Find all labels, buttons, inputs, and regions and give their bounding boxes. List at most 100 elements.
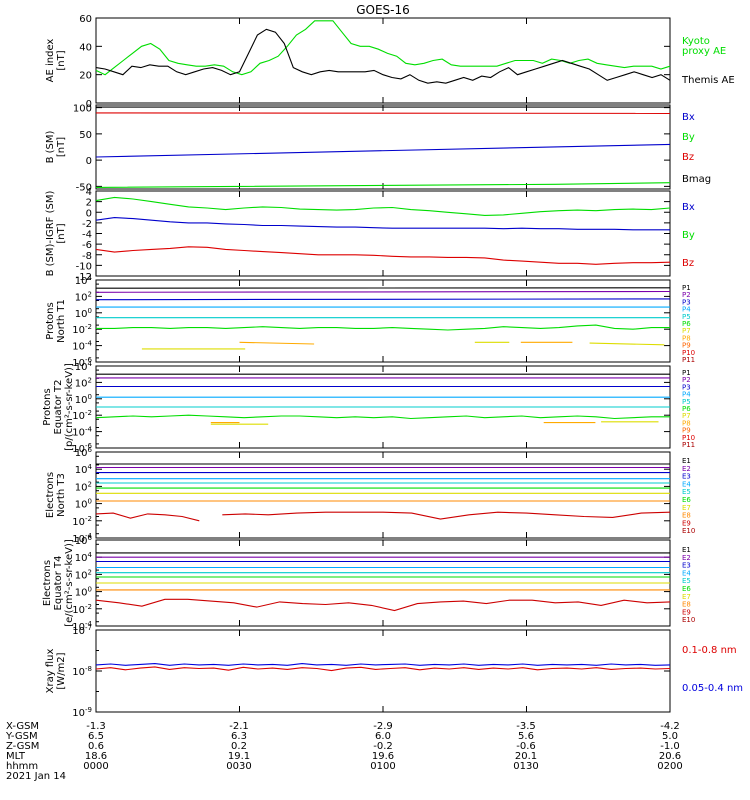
legend-entry: Themis AE [681, 75, 735, 86]
y-axis-title: [p/(cm²-s-sr-keV)] [64, 363, 75, 451]
series-line-0-1-0-8-nm [95, 666, 671, 672]
y-axis-title: [nT] [56, 137, 67, 157]
legend-entry: P9 [682, 342, 691, 350]
series-line-p3 [95, 298, 671, 301]
y-tick-base: 10 [72, 708, 85, 719]
ephemeris-row-label: MLT [6, 751, 26, 762]
y-axis-title: Equator T4 [53, 556, 64, 611]
legend-entry: P3 [682, 298, 691, 306]
y-tick-exponent: -4 [85, 426, 93, 434]
y-tick-base: 10 [75, 588, 88, 599]
legend-entry: P10 [682, 434, 695, 442]
y-tick-exponent: -7 [85, 624, 92, 632]
legend-entry: P10 [682, 349, 695, 357]
y-tick-label: 40 [79, 42, 92, 53]
y-tick-exponent: 0 [88, 586, 92, 594]
legend-entry: Bx [682, 112, 695, 123]
y-tick-exponent: -8 [85, 665, 92, 673]
legend-entry: P2 [682, 376, 691, 384]
y-tick-exponent: -6 [85, 356, 93, 364]
ephemeris-value: 0130 [513, 761, 538, 772]
panel-b-sm: -50 0 50 100 B (SM) [nT] Bx By Bz Bmag [45, 104, 711, 194]
legend-entry: E3 [682, 473, 691, 481]
y-tick-base: 10 [75, 448, 88, 459]
y-tick-label: 4 [86, 187, 92, 198]
y-tick-label: 102 [75, 290, 92, 303]
ephemeris-value: 19.1 [228, 751, 250, 762]
y-axis-title: Xray flux [45, 649, 56, 694]
legend-entry: E4 [682, 480, 691, 488]
y-tick-exponent: 2 [88, 480, 92, 488]
legend-entry: E1 [682, 457, 691, 465]
series-line-bz [95, 246, 671, 265]
y-tick-base: 10 [75, 465, 88, 476]
y-tick-base: 10 [72, 358, 85, 369]
legend-entry: Bx [682, 202, 695, 213]
series-line-bz [95, 112, 671, 114]
legend-entry: E2 [682, 554, 691, 562]
y-axis-title: Equator T2 [53, 380, 64, 435]
legend-entry: E9 [682, 608, 691, 616]
legend-entry: P8 [682, 334, 691, 342]
y-tick-base: 10 [75, 553, 88, 564]
y-axis-title: Protons [42, 388, 53, 425]
legend-entry: Bz [682, 258, 694, 269]
y-tick-base: 10 [72, 534, 85, 545]
y-tick-base: 10 [72, 626, 85, 637]
ephemeris-value: 20.6 [659, 751, 681, 762]
y-tick-base: 10 [72, 517, 85, 528]
y-tick-label: 100 [75, 307, 92, 320]
legend-entry: Kyoto [682, 36, 710, 47]
date-label: 2021 Jan 14 [6, 771, 66, 782]
y-tick-label: 104 [75, 274, 93, 287]
series-line-p7-segment-3 [589, 342, 665, 346]
legend-entry: P4 [682, 391, 691, 399]
y-tick-exponent: -2 [85, 409, 92, 417]
y-tick-base: 10 [75, 362, 88, 373]
ephemeris-value: -1.3 [86, 721, 106, 732]
y-tick-exponent: 0 [88, 307, 92, 315]
series-line-bx [95, 143, 671, 158]
y-tick-label: 10-4 [72, 620, 92, 633]
y-tick-exponent: 6 [88, 534, 93, 542]
y-tick-label: 10-6 [72, 442, 92, 455]
legend-entry: By [682, 230, 695, 241]
series-line-by [95, 196, 671, 216]
legend-entry: 0.05-0.4 nm [682, 683, 743, 694]
y-tick-label: 0 [86, 156, 92, 167]
y-tick-base: 10 [72, 444, 85, 455]
series-line-e9-segment-1 [95, 598, 671, 612]
legend-entry: E3 [682, 562, 691, 570]
panel-frame [95, 17, 671, 104]
y-tick-base: 10 [72, 342, 85, 353]
ephemeris-value: -1.0 [660, 741, 680, 752]
y-tick-exponent: 0 [88, 498, 92, 506]
ephemeris-value: 5.0 [662, 731, 678, 742]
y-tick-exponent: 4 [88, 360, 93, 368]
y-tick-exponent: 0 [88, 393, 92, 401]
panel-b-igrf: 420-2-4-6-8-10-12B (SM)-IGRF (SM) [nT]BxB… [45, 187, 695, 283]
y-tick-base: 10 [75, 500, 88, 511]
y-tick-exponent: 2 [88, 376, 92, 384]
legend-entry: P11 [682, 356, 695, 364]
y-tick-label: 10-9 [72, 706, 92, 719]
y-tick-label: 104 [75, 463, 93, 476]
ephemeris-value: 6.0 [375, 731, 391, 742]
ephemeris-value: 20.1 [515, 751, 537, 762]
y-axis-title: B (SM)-IGRF (SM) [45, 191, 56, 277]
y-axis-title: Electrons [45, 472, 56, 518]
y-tick-exponent: 4 [88, 551, 93, 559]
y-axis-title: [nT] [56, 50, 67, 70]
y-axis-title: [W/m2] [56, 652, 67, 689]
panel-frame [95, 104, 671, 190]
y-tick-label: 10-8 [72, 665, 92, 678]
legend-entry: P7 [682, 327, 691, 335]
legend-entry: E7 [682, 593, 691, 601]
y-tick-label: 20 [79, 71, 92, 82]
y-tick-label: -2 [82, 219, 92, 230]
legend-entry: E10 [682, 616, 695, 624]
